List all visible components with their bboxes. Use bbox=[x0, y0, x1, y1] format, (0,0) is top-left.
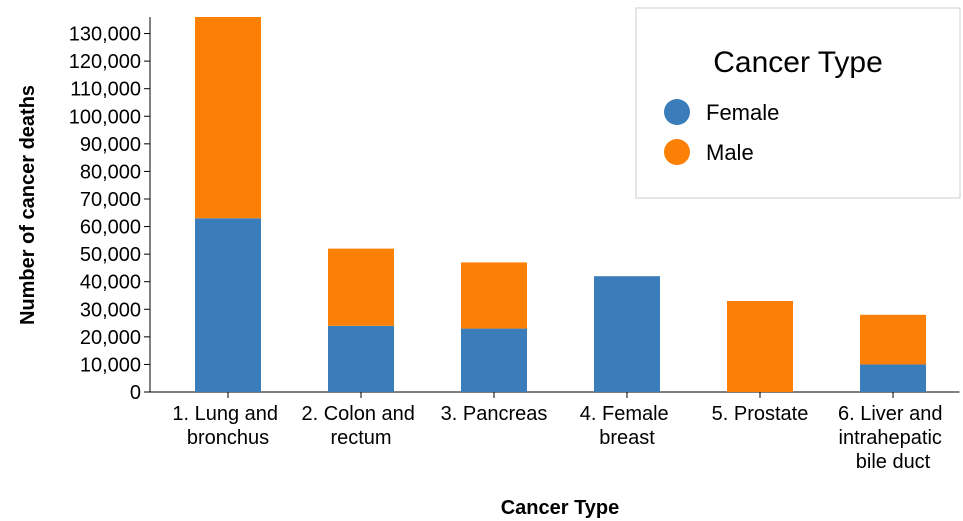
y-tick-label: 40,000 bbox=[80, 272, 141, 294]
y-tick-label: 80,000 bbox=[80, 161, 141, 183]
bar-segment bbox=[195, 17, 261, 219]
bar-segment bbox=[860, 364, 926, 392]
x-tick-label: 6. Liver and intrahepatic bile duct bbox=[838, 403, 948, 473]
legend-label: Female bbox=[706, 100, 779, 125]
y-tick-label: 100,000 bbox=[69, 106, 141, 128]
x-tick-label: 5. Prostate bbox=[712, 403, 809, 425]
y-tick-label: 0 bbox=[130, 382, 141, 404]
legend-title: Cancer Type bbox=[713, 46, 883, 79]
y-tick-label: 120,000 bbox=[69, 51, 141, 73]
x-axis-label: Cancer Type bbox=[501, 497, 620, 519]
x-tick-label: 1. Lung and bronchus bbox=[172, 403, 283, 449]
y-tick-label: 60,000 bbox=[80, 217, 141, 239]
y-tick-label: 20,000 bbox=[80, 327, 141, 349]
bar-segment bbox=[328, 248, 394, 326]
bar-segment bbox=[195, 218, 261, 392]
bar-segment bbox=[328, 325, 394, 392]
y-tick-label: 90,000 bbox=[80, 134, 141, 156]
bar-segment bbox=[860, 314, 926, 365]
y-tick-label: 10,000 bbox=[80, 354, 141, 376]
legend-box bbox=[635, 7, 961, 199]
legend-swatch bbox=[664, 99, 690, 125]
y-axis-label: Number of cancer deaths bbox=[17, 85, 39, 325]
bar-segment bbox=[727, 301, 793, 392]
x-tick-label: 4. Female breast bbox=[580, 403, 674, 449]
x-tick-label: 2. Colon and rectum bbox=[302, 403, 421, 449]
bar-segment bbox=[461, 328, 527, 392]
y-tick-label: 110,000 bbox=[70, 79, 141, 101]
y-tick-label: 30,000 bbox=[80, 299, 141, 321]
legend-label: Male bbox=[706, 140, 754, 165]
bar-segment bbox=[594, 276, 660, 392]
x-tick-label: 3. Pancreas bbox=[441, 403, 548, 425]
legend-swatch bbox=[664, 139, 690, 165]
y-tick-label: 70,000 bbox=[80, 189, 141, 211]
y-tick-label: 130,000 bbox=[69, 24, 141, 46]
bar-segment bbox=[461, 262, 527, 329]
y-tick-label: 50,000 bbox=[80, 244, 141, 266]
